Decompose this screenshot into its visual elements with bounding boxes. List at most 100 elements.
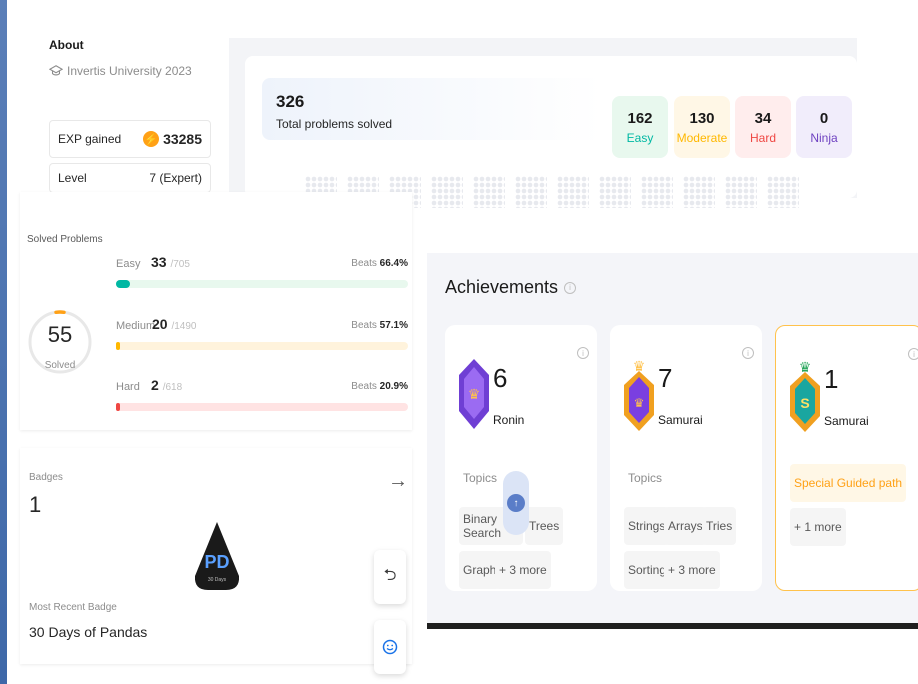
ronin-badge-icon: ♛ — [459, 359, 489, 429]
arrow-right-icon[interactable]: → — [388, 470, 408, 492]
achievement-rank: Samurai — [658, 413, 703, 427]
topic-chip[interactable]: Trees — [525, 507, 564, 545]
hard-row-label: Hard — [116, 381, 140, 393]
badge-subtext: 30 Days — [208, 577, 227, 583]
topic-chip[interactable]: Strings — [624, 507, 670, 545]
more-topics-chip[interactable]: + 1 more — [790, 508, 846, 546]
hard-beats-group: Beats 20.9% — [351, 381, 408, 392]
medium-beats-value: 57.1% — [379, 320, 408, 331]
topic-chip[interactable]: Tries — [702, 507, 737, 545]
info-icon[interactable]: i — [577, 347, 589, 359]
total-summary-bar — [262, 78, 602, 140]
moderate-count-card[interactable]: 130 Moderate — [674, 96, 730, 158]
university-row: Invertis University 2023 — [49, 64, 192, 78]
hard-row-count: 2 — [151, 377, 159, 393]
level-label: Level — [58, 171, 87, 185]
easy-count-card[interactable]: 162 Easy — [612, 96, 668, 158]
hard-progress-fill — [116, 403, 120, 411]
level-value: 7 (Expert) — [149, 171, 202, 185]
exp-box: EXP gained ⚡ 33285 — [49, 120, 211, 158]
more-topics-chip[interactable]: + 3 more — [664, 551, 720, 589]
achievement-count: 6 — [493, 363, 508, 393]
exp-value: 33285 — [163, 131, 202, 147]
easy-row-count: 33 — [151, 254, 167, 270]
hard-count-card[interactable]: 34 Hard — [735, 96, 791, 158]
recent-badge-label: Most Recent Badge — [29, 602, 117, 613]
moderate-label: Moderate — [676, 131, 728, 145]
medium-row-count-group: 20 /1490 — [152, 316, 197, 332]
ninja-count: 0 — [819, 110, 829, 127]
medium-row-label: Medium — [116, 320, 156, 332]
hard-progress-track — [116, 403, 408, 411]
hard-row-total: /618 — [162, 382, 183, 393]
level-box: Level 7 (Expert) — [49, 163, 211, 193]
moderate-count: 130 — [689, 110, 715, 127]
heatmap-block — [767, 176, 799, 208]
university-name: Invertis University 2023 — [67, 64, 192, 78]
medium-progress-track — [116, 342, 408, 350]
badges-count: 1 — [29, 492, 42, 517]
exp-label: EXP gained — [58, 132, 122, 146]
achievement-rank: Samurai — [824, 414, 869, 428]
topics-label: Topics — [463, 471, 498, 485]
achievement-count: 7 — [658, 363, 673, 393]
total-problems-panel: 162 Easy 130 Moderate 34 Hard 0 Ninja — [229, 38, 857, 208]
rotate-button[interactable]: ⮌ — [374, 550, 406, 604]
rotate-icon: ⮌ — [383, 566, 397, 584]
about-title: About — [49, 38, 84, 52]
easy-row-label: Easy — [116, 258, 141, 270]
samurai-badge-icon: ♛ ♛ — [624, 358, 654, 431]
solved-total-label: Solved — [44, 360, 76, 371]
ninja-count-card[interactable]: 0 Ninja — [796, 96, 852, 158]
guided-path-badge-icon: ♛ S — [790, 359, 820, 432]
easy-beats-value: 66.4% — [379, 258, 408, 269]
topic-chip[interactable]: Arrays — [664, 507, 707, 545]
info-icon[interactable]: i — [742, 347, 754, 359]
svg-text:♛: ♛ — [468, 386, 481, 402]
info-icon[interactable]: i — [564, 281, 577, 294]
medium-row-total: /1490 — [171, 321, 197, 332]
left-edge-strip — [0, 0, 7, 684]
topic-chip[interactable]: Sorting — [624, 551, 671, 589]
hard-beats-label: Beats — [351, 381, 377, 392]
heatmap-block — [599, 176, 631, 208]
easy-progress-row: Easy 33 /705 Beats 66.4% — [116, 254, 408, 294]
info-icon[interactable]: i — [908, 348, 918, 360]
easy-progress-fill — [116, 280, 130, 288]
exp-value-group: ⚡ 33285 — [143, 131, 202, 147]
medium-progress-fill — [116, 342, 120, 350]
solved-problems-title: Solved Problems — [27, 234, 103, 245]
total-solved-count: 326 — [276, 92, 305, 111]
ninja-label: Ninja — [810, 131, 838, 145]
easy-beats-group: Beats 66.4% — [351, 258, 408, 269]
guided-path-chip[interactable]: Special Guided path — [790, 464, 907, 502]
svg-text:S: S — [800, 395, 809, 411]
topic-chip[interactable]: Graph — [459, 551, 501, 589]
feedback-button[interactable] — [374, 620, 406, 674]
medium-row-count: 20 — [152, 316, 168, 332]
badges-panel: Badges 1 → PD 30 Days Most Recent Badge … — [20, 448, 412, 674]
achievement-card-guided-path[interactable]: i ♛ S 1 Samurai Special Guided path + 1 … — [775, 325, 918, 591]
scroll-up-handle[interactable]: ↑ — [503, 471, 529, 535]
total-solved-label: Total problems solved — [276, 117, 393, 131]
easy-row-count-group: 33 /705 — [151, 254, 190, 270]
hard-label: Hard — [749, 131, 776, 145]
achievements-title-row: Achievements i — [445, 277, 577, 298]
topics-label: Topics — [628, 471, 663, 485]
easy-beats-label: Beats — [351, 258, 377, 269]
heatmap-block — [683, 176, 715, 208]
achievement-card-samurai[interactable]: i ♛ ♛ 7 Samurai Topics Strings Arrays Tr… — [610, 325, 762, 591]
more-topics-chip[interactable]: + 3 more — [495, 551, 551, 589]
medium-beats-label: Beats — [351, 320, 377, 331]
achievements-panel: Achievements i i ♛ 6 Ronin Topics Binary… — [427, 253, 918, 629]
solved-progress-ring — [28, 310, 92, 374]
hard-beats-value: 20.9% — [379, 381, 408, 392]
smiley-chat-icon — [382, 639, 398, 655]
heatmap-block — [557, 176, 589, 208]
achievements-title: Achievements — [445, 277, 559, 297]
pandas-badge-icon[interactable]: PD 30 Days — [192, 520, 242, 592]
achievement-card-ronin[interactable]: i ♛ 6 Ronin Topics Binary Search Trees G… — [445, 325, 597, 591]
achievement-count: 1 — [824, 364, 839, 394]
about-panel: About Invertis University 2023 EXP gaine… — [30, 28, 226, 198]
heatmap-block — [431, 176, 463, 208]
